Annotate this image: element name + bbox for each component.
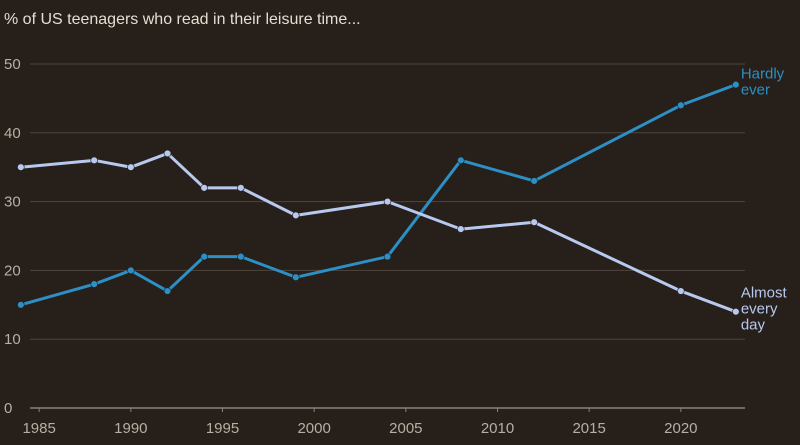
series-lines <box>17 80 740 316</box>
y-axis-ticks: 0 10 20 30 40 50 <box>4 56 21 417</box>
x-tick-label: 1985 <box>22 420 55 437</box>
series-1-point-2 <box>127 163 135 171</box>
series-0-point-9 <box>530 177 538 185</box>
series-label-0-line-1: ever <box>741 82 770 99</box>
y-tick-label: 50 <box>4 56 21 73</box>
x-tick-label: 2015 <box>572 420 605 437</box>
y-tick-label: 20 <box>4 262 21 279</box>
series-1-point-4 <box>200 184 208 192</box>
series-1-point-7 <box>383 197 392 206</box>
x-tick-label: 2010 <box>481 420 514 437</box>
series-label-1-line-2: day <box>741 317 766 334</box>
series-1-point-8 <box>457 225 465 233</box>
series-line-1 <box>19 151 738 314</box>
x-tick-label: 2000 <box>297 420 330 437</box>
series-label-0-line-0: Hardly <box>741 66 785 83</box>
series-0-point-3 <box>163 287 172 295</box>
series-1-point-1 <box>90 156 98 165</box>
series-0-point-4 <box>200 252 208 261</box>
y-tick-label: 30 <box>4 194 21 211</box>
series-1-point-0 <box>17 163 25 171</box>
series-label-1-line-0: Almost <box>741 285 788 302</box>
series-0-point-1 <box>90 280 98 288</box>
x-tick-label: 2005 <box>389 420 422 437</box>
series-0-point-7 <box>383 252 392 261</box>
series-0-point-0 <box>17 301 25 309</box>
series-1-point-9 <box>530 218 538 226</box>
series-1-point-3 <box>163 149 172 158</box>
series-labels: Hardly ever Almost every day <box>741 66 788 334</box>
series-0-point-6 <box>292 273 300 281</box>
series-1-point-11 <box>732 307 740 316</box>
grid <box>30 63 745 409</box>
series-0-point-11 <box>732 80 740 89</box>
series-line-0 <box>19 83 738 307</box>
x-tick-label: 1995 <box>206 420 239 437</box>
chart-title: % of US teenagers who read in their leis… <box>4 11 361 28</box>
series-label-0: Hardly ever <box>741 66 785 99</box>
y-tick-label: 10 <box>4 331 21 348</box>
series-0-point-10 <box>677 101 685 109</box>
series-0-point-2 <box>127 266 135 275</box>
series-1-point-5 <box>237 184 245 192</box>
series-label-1-line-1: every <box>741 301 778 318</box>
x-axis-ticks: 1985 1990 1995 2000 2005 2010 2015 2020 <box>22 408 698 437</box>
x-tick-label: 1990 <box>114 420 147 437</box>
series-0-point-5 <box>237 252 245 261</box>
series-1-point-6 <box>292 211 300 220</box>
y-tick-label: 40 <box>4 125 21 142</box>
x-tick-label: 2020 <box>664 420 697 437</box>
series-0-point-8 <box>457 156 465 165</box>
series-label-1: Almost every day <box>741 285 788 334</box>
series-1-point-10 <box>677 287 685 295</box>
y-tick-label: 0 <box>4 400 12 417</box>
